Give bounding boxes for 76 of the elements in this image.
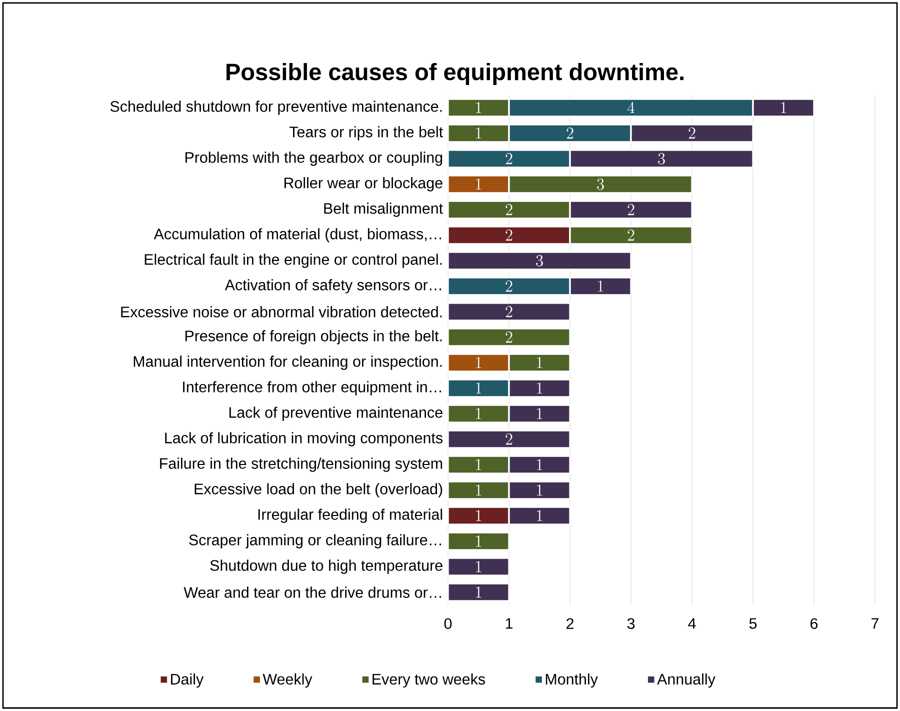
legend-label: Weekly: [262, 673, 312, 688]
data-label: 2: [506, 230, 512, 241]
data-label: 1: [536, 459, 542, 470]
y-tick-label: Accumulation of material (dust, biomass,…: [154, 228, 441, 242]
data-label: 1: [598, 280, 604, 292]
bar: [447, 328, 571, 347]
data-label: 2: [628, 230, 634, 241]
legend-label: Monthly: [546, 673, 598, 688]
y-tick-label: Manual intervention for cleaning or inspection.: [134, 356, 442, 370]
bar: [447, 251, 632, 270]
y-tick-label: Failure in the stretching/tensioning system: [160, 458, 442, 472]
legend-label: Annually: [657, 673, 716, 688]
data-label: 2: [628, 204, 634, 216]
x-tick-label: 4: [688, 618, 696, 629]
data-label: 1: [536, 510, 542, 522]
y-tick-label: Interference from other equipment in…: [183, 381, 442, 396]
data-label: 4: [627, 102, 635, 114]
bar: [447, 532, 510, 551]
bar: [447, 302, 571, 322]
y-tick-label: Belt misalignment: [324, 202, 443, 217]
data-label: 1: [476, 178, 482, 190]
data-label: 2: [506, 204, 512, 216]
data-label: 1: [536, 357, 542, 368]
y-tick-label: Wear and tear on the drive drums or…: [184, 586, 441, 598]
data-label: 1: [476, 382, 482, 394]
y-tick-label: Problems with the gearbox or coupling: [185, 152, 442, 166]
x-tick-label: 6: [810, 618, 818, 629]
y-tick-label: Excessive load on the belt (overload): [194, 483, 442, 498]
bar: [447, 582, 510, 602]
bar: [447, 557, 510, 576]
data-label: 1: [476, 561, 482, 572]
y-tick-label: Lack of preventive maintenance: [229, 406, 442, 421]
data-label: 1: [476, 408, 482, 420]
data-label: 1: [476, 586, 482, 598]
x-tick-label: 5: [749, 618, 757, 629]
y-tick-label: Lack of lubrication in moving components: [165, 432, 442, 446]
x-tick-label: 3: [627, 618, 635, 629]
data-label: 3: [536, 255, 543, 266]
legend-label: Every two weeks: [372, 673, 486, 688]
data-label: 2: [566, 128, 574, 139]
y-tick-label: Presence of foreign objects in the belt.: [185, 330, 442, 344]
data-label: 3: [597, 178, 604, 190]
data-label: 1: [780, 102, 786, 114]
data-label: 2: [506, 434, 512, 445]
data-label: 1: [476, 102, 482, 114]
x-tick-label: 7: [872, 618, 878, 629]
x-tick-label: 0: [444, 618, 452, 629]
data-label: 1: [536, 382, 542, 394]
bar: [447, 430, 571, 449]
data-label: 3: [658, 153, 665, 164]
data-label: 2: [506, 153, 512, 164]
data-label: 1: [476, 459, 482, 470]
y-tick-label: Excessive noise or abnormal vibration detected.: [121, 306, 442, 318]
y-tick-label: Scheduled shutdown for preventive maintenance.: [110, 100, 442, 115]
data-label: 2: [506, 332, 512, 343]
legend-label: Daily: [171, 673, 204, 688]
chart-title: Possible causes of equipment downtime.: [226, 63, 684, 85]
x-tick-label: 2: [566, 618, 574, 629]
y-tick-label: Electrical fault in the engine or control panel.: [144, 254, 442, 268]
x-tick-label: 1: [506, 618, 512, 629]
y-tick-label: Irregular feeding of material: [258, 508, 442, 523]
data-label: 2: [506, 280, 512, 292]
data-label: 1: [476, 510, 482, 522]
y-tick-label: Activation of safety sensors or…: [224, 279, 442, 294]
y-tick-label: Scraper jamming or cleaning failure…: [189, 534, 441, 548]
data-label: 1: [536, 484, 542, 496]
data-label: 1: [476, 484, 482, 496]
data-label: 1: [536, 408, 542, 420]
data-label: 2: [506, 306, 512, 318]
y-tick-label: Shutdown due to high temperature: [210, 560, 442, 574]
y-tick-label: Roller wear or blockage: [284, 177, 442, 192]
data-label: 1: [476, 536, 482, 547]
y-tick-label: Tears or rips in the belt: [289, 126, 443, 140]
data-label: 1: [476, 128, 482, 139]
data-label: 1: [476, 357, 482, 368]
data-label: 2: [688, 128, 696, 139]
